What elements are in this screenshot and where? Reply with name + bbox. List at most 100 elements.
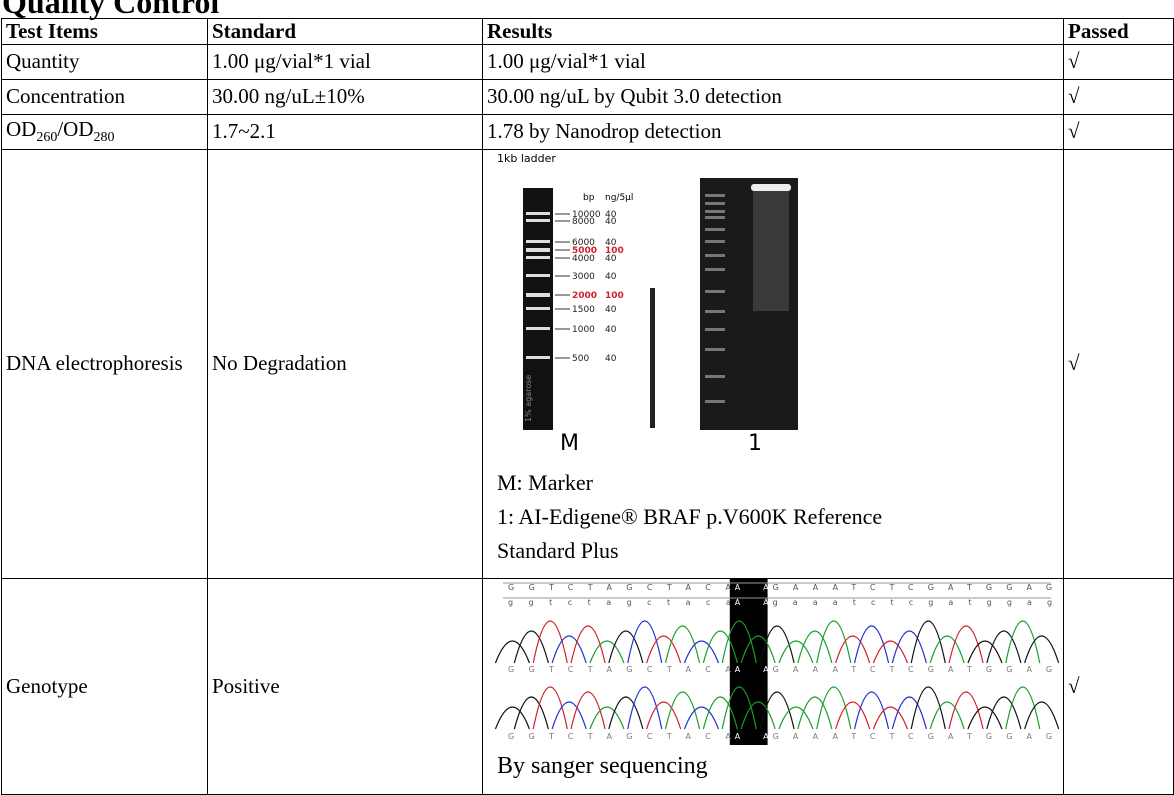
trace-peak	[929, 701, 965, 730]
sequence: GGTCTAGCTACA	[508, 732, 731, 741]
trace-peak	[835, 635, 871, 664]
gel-band	[705, 310, 725, 313]
gel-title: 1kb ladder	[497, 152, 556, 165]
ng-label: 40	[605, 354, 617, 364]
ladder-band	[526, 307, 550, 310]
gel-band	[705, 228, 725, 231]
ng-label: 40	[605, 210, 617, 220]
trace-peak	[740, 701, 776, 730]
gel-band	[705, 328, 725, 331]
ladder-band	[526, 356, 550, 359]
ng-label: 40	[605, 272, 617, 282]
bp-label: 4000	[572, 254, 595, 264]
row: Quantity 1.00 μg/vial*1 vial 1.00 μg/via…	[1, 44, 1174, 80]
ladder-band	[526, 219, 550, 222]
cell: √	[1063, 578, 1174, 795]
note: By sanger sequencing	[497, 753, 708, 779]
cell: 1.00 μg/vial*1 vial	[207, 44, 483, 80]
cell: Quantity	[1, 44, 208, 80]
cell: No Degradation	[207, 149, 483, 579]
highlight	[729, 579, 768, 745]
cell: 30.00 ng/uL by Qubit 3.0 detection	[482, 79, 1064, 115]
cell: 1.78 by Nanodrop detection	[482, 114, 1064, 150]
ladder-band	[526, 256, 550, 259]
trace-peak	[570, 625, 606, 664]
trace-peak	[986, 630, 1022, 664]
trace-peak	[646, 635, 682, 664]
gel-band	[705, 290, 725, 293]
cell: OD260/OD280	[1, 114, 208, 150]
sequence: gaaatctcgatggag	[773, 598, 1053, 607]
trace-peak	[797, 696, 833, 730]
bp-label: 1000	[572, 325, 595, 335]
trace-peak	[1024, 635, 1060, 664]
row: OD260/OD280 1.7~2.1 1.78 by Nanodrop det…	[1, 114, 1174, 150]
trace-peak	[532, 686, 568, 730]
trace-peak	[910, 686, 946, 730]
ng-label: 100	[605, 246, 624, 256]
ng-label: 100	[605, 291, 624, 301]
cell: 1kb ladder bp ng/5μl 1% agarose 10000 40 8000 4…	[482, 149, 1064, 579]
ladder-band	[526, 240, 550, 243]
sample-band	[751, 184, 791, 191]
cell: √	[1063, 114, 1174, 150]
ng-label: 40	[605, 305, 617, 315]
gel-band	[705, 194, 725, 197]
column-header: Test Items	[1, 18, 208, 45]
ladder-band	[526, 248, 550, 252]
cell: 1.7~2.1	[207, 114, 483, 150]
trace-peak	[702, 630, 738, 664]
trace-peak	[740, 635, 776, 664]
lane-label: 1	[748, 431, 762, 456]
trace-peak	[797, 630, 833, 664]
trace-peak	[627, 620, 663, 664]
cell: GGTCTAGCTACA AA GAAATCTCGATGGAG ggtctagctac…	[482, 578, 1064, 795]
trace-peak	[570, 691, 606, 730]
trace-peak	[948, 691, 984, 730]
subscript: 280	[93, 130, 115, 146]
trace-peak	[494, 640, 531, 664]
trace-peak	[778, 706, 814, 730]
text: OD	[6, 117, 37, 142]
bp-label: 5000	[572, 246, 597, 256]
sequence: GGTCTAGCTACA	[508, 665, 731, 674]
trace-peak	[683, 640, 720, 664]
lane-label: M	[560, 431, 579, 456]
cell: Concentration	[1, 79, 208, 115]
column-header: Standard	[207, 18, 483, 45]
trace-peak	[853, 691, 890, 730]
bp-label: 2000	[572, 291, 597, 301]
bp-label: 10000	[572, 210, 601, 220]
trace-peak	[589, 706, 625, 730]
trace-peak	[891, 630, 927, 664]
gel-band	[705, 210, 725, 213]
trace-peak	[872, 706, 909, 730]
trace-peak	[532, 620, 568, 664]
unit-label: bp	[583, 193, 595, 203]
bp-label: 6000	[572, 238, 595, 248]
trace-peak	[910, 620, 946, 664]
subscript: 260	[36, 130, 58, 146]
gel-band	[705, 348, 725, 351]
ladder-band	[526, 274, 550, 277]
agarose-label: 1% agarose	[524, 375, 533, 422]
strip	[650, 288, 655, 428]
unit-label: ng/5μl	[605, 193, 633, 203]
gel-band	[705, 375, 725, 378]
sequence: GAAATCTCGATGGAG	[773, 665, 1053, 674]
trace-peak	[929, 635, 965, 664]
trace-peak	[872, 640, 909, 664]
row: DNA electrophoresis No Degradation 1kb l…	[1, 149, 1174, 579]
trace-peak	[551, 635, 587, 664]
trace-peak	[664, 625, 701, 664]
trace-peak	[816, 620, 852, 664]
trace-peak	[967, 706, 1003, 730]
trace-peak	[759, 625, 795, 664]
trace-peak	[853, 625, 890, 664]
trace-peak	[646, 701, 682, 730]
cell: Genotype	[1, 578, 208, 795]
trace-peak	[551, 701, 587, 730]
gel-band	[705, 400, 725, 403]
gel-band	[705, 254, 725, 257]
